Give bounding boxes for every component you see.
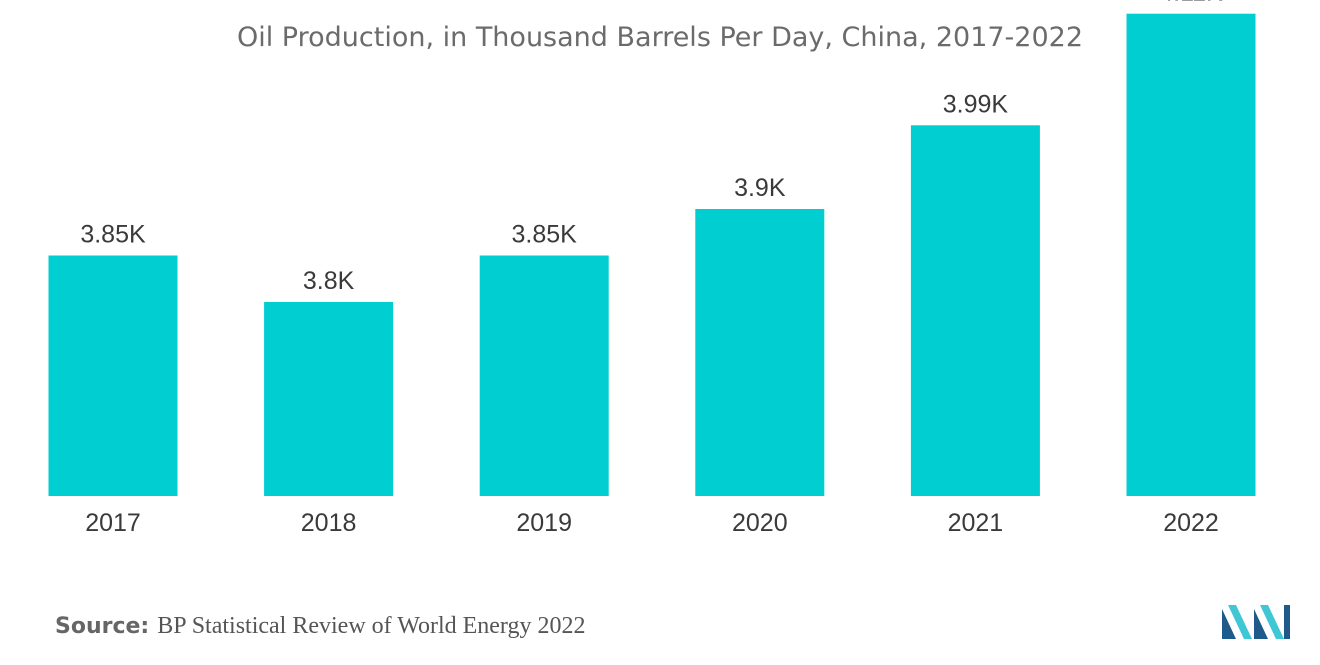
bar-chart: 3.85K 2017 3.8K 2018 3.85K 2019 3.9K 2020 3.99K 2… xyxy=(48,0,1256,537)
bar-2020 xyxy=(695,209,825,496)
logo-right-stroke xyxy=(1260,605,1284,639)
bars-group: 3.85K 2017 3.8K 2018 3.85K 2019 3.9K 2020 3.99K 2… xyxy=(48,0,1256,537)
x-tick-label-2022: 2022 xyxy=(1163,509,1219,537)
data-label-2018: 3.8K xyxy=(303,267,355,295)
bar-2019 xyxy=(479,255,609,496)
x-tick-label-2021: 2021 xyxy=(948,509,1004,537)
data-label-2021: 3.99K xyxy=(943,90,1009,118)
bar-2018 xyxy=(264,302,394,496)
source-label: Source: xyxy=(55,614,150,639)
bar-2021 xyxy=(910,125,1040,497)
bar-2017 xyxy=(48,255,178,496)
data-label-2019: 3.85K xyxy=(512,221,578,249)
logo-left-stroke xyxy=(1222,609,1236,639)
data-label-2022: 4.11K xyxy=(1159,0,1223,7)
x-tick-label-2017: 2017 xyxy=(85,509,141,537)
source-text: BP Statistical Review of World Energy 20… xyxy=(157,613,586,639)
bar-2022 xyxy=(1126,13,1256,496)
source-note: Source: BP Statistical Review of World En… xyxy=(55,612,585,640)
brand-logo-icon xyxy=(1222,605,1290,639)
logo-end-stroke xyxy=(1284,605,1290,639)
x-tick-label-2018: 2018 xyxy=(301,509,357,537)
chart-title: Oil Production, in Thousand Barrels Per … xyxy=(236,22,1084,53)
data-label-2017: 3.85K xyxy=(80,221,146,249)
logo-mid-right-stroke xyxy=(1254,609,1268,639)
x-tick-label-2019: 2019 xyxy=(516,509,572,537)
data-label-2020: 3.9K xyxy=(734,174,786,202)
x-tick-label-2020: 2020 xyxy=(732,509,788,537)
logo-mid-stroke xyxy=(1228,605,1252,639)
